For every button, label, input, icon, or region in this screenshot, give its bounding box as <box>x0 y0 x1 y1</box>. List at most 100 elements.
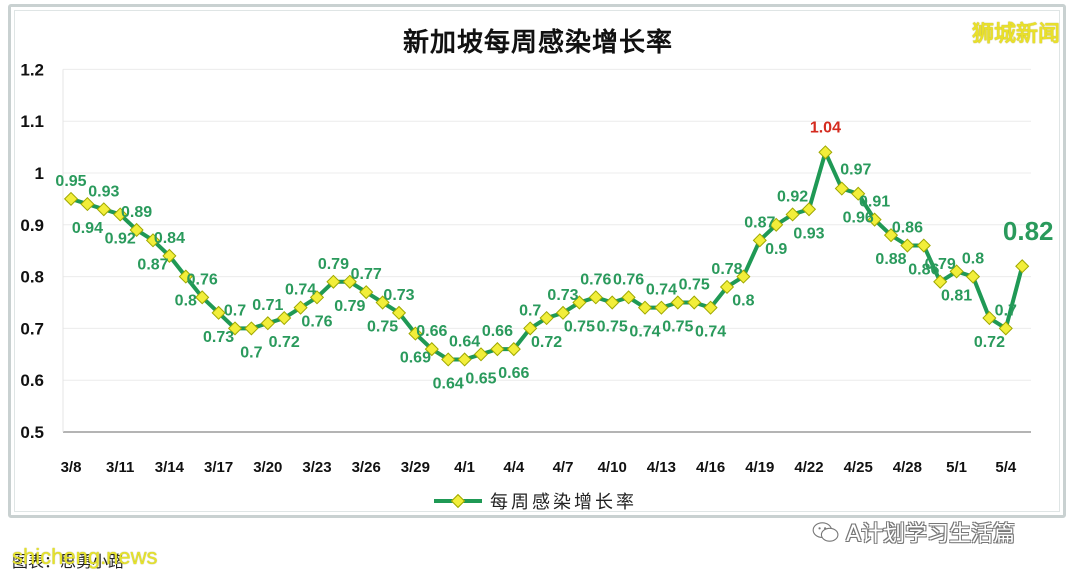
data-labels: 0.950.940.930.920.890.870.840.80.760.730… <box>55 119 1053 392</box>
data-point-marker <box>523 321 538 336</box>
data-label: 0.82 <box>1003 216 1054 246</box>
data-point-marker <box>719 279 735 295</box>
data-label: 0.66 <box>416 323 447 340</box>
data-point-marker <box>998 321 1013 336</box>
data-label: 0.89 <box>121 204 152 221</box>
y-axis-labels: 1.2 1.1 1 0.9 0.8 0.7 0.6 0.5 <box>20 60 44 442</box>
y-tick-label: 0.8 <box>20 268 44 287</box>
x-tick-label: 4/25 <box>844 459 873 476</box>
x-tick-label: 4/1 <box>454 459 475 476</box>
data-label: 0.75 <box>564 319 595 336</box>
data-point-marker <box>96 202 111 217</box>
data-point-marker <box>851 186 866 201</box>
data-point-marker <box>211 305 226 320</box>
x-tick-label: 4/10 <box>598 459 627 476</box>
x-tick-label: 3/14 <box>155 459 185 476</box>
x-tick-label: 3/20 <box>253 459 282 476</box>
data-label: 0.74 <box>695 324 726 341</box>
x-tick-label: 3/26 <box>352 459 381 476</box>
data-label: 0.79 <box>925 256 956 273</box>
legend: 每周感染增长率 <box>434 488 637 514</box>
data-point-marker <box>834 181 849 196</box>
x-tick-label: 3/8 <box>61 459 82 476</box>
y-tick-label: 0.9 <box>20 216 44 235</box>
data-point-marker <box>703 300 718 315</box>
data-point-marker <box>408 326 423 341</box>
data-point-marker <box>178 269 193 284</box>
data-point-marker <box>162 248 177 263</box>
y-tick-label: 0.6 <box>20 371 44 390</box>
data-label: 0.93 <box>793 225 824 242</box>
data-point-marker <box>752 233 767 248</box>
data-label: 0.9 <box>765 241 787 258</box>
chart-title: 新加坡每周感染增长率 <box>402 28 673 58</box>
x-tick-label: 3/29 <box>401 459 430 476</box>
data-label: 0.81 <box>941 287 972 304</box>
x-tick-label: 3/17 <box>204 459 233 476</box>
data-label: 0.79 <box>318 256 349 273</box>
data-point-marker <box>555 305 571 320</box>
x-tick-label: 4/16 <box>696 459 725 476</box>
data-point-marker <box>1015 259 1030 274</box>
data-point-marker <box>965 269 981 284</box>
data-point-marker <box>195 290 210 305</box>
y-tick-label: 0.5 <box>20 423 44 442</box>
wechat-account-name: A计划学习生活篇 <box>846 522 1016 547</box>
data-label: 0.8 <box>732 293 754 310</box>
data-label: 0.91 <box>859 194 890 211</box>
data-label: 0.64 <box>433 375 464 392</box>
data-label: 0.86 <box>892 220 923 237</box>
data-label: 0.8 <box>175 293 197 310</box>
data-label: 0.96 <box>843 210 874 227</box>
data-point-marker <box>605 295 620 310</box>
data-label: 0.72 <box>531 334 562 351</box>
data-point-marker <box>785 207 800 222</box>
data-point-marker <box>933 274 948 289</box>
wechat-account-watermark: A计划学习生活篇 <box>812 516 1015 548</box>
y-tick-label: 1 <box>35 164 44 183</box>
chart-frame-inner <box>14 10 1060 512</box>
data-label: 0.75 <box>367 319 398 336</box>
data-label: 0.87 <box>744 214 775 231</box>
data-label: 0.74 <box>285 282 316 299</box>
x-tick-label: 4/22 <box>794 459 823 476</box>
legend-label: 每周感染增长率 <box>490 492 637 513</box>
data-point-marker <box>326 274 341 289</box>
data-point-marker <box>424 342 439 357</box>
data-label: 0.94 <box>72 220 103 237</box>
x-axis-labels: 3/8 3/11 3/14 3/17 3/20 3/23 3/26 3/29 4/1 4/4 4/7… <box>61 459 1017 476</box>
data-label: 0.72 <box>269 334 300 351</box>
data-point-marker <box>670 295 685 310</box>
data-point-marker <box>637 300 653 315</box>
x-tick-label: 4/4 <box>503 459 525 476</box>
data-label: 1.04 <box>810 119 841 136</box>
data-label: 0.66 <box>498 365 529 382</box>
data-point-marker <box>621 290 636 305</box>
data-label: 0.72 <box>974 334 1005 351</box>
data-point-marker <box>818 145 833 160</box>
data-point-marker <box>244 321 259 336</box>
data-label: 0.74 <box>629 324 660 341</box>
data-point-marker <box>867 212 882 227</box>
data-label: 0.69 <box>400 350 431 367</box>
x-tick-label: 5/1 <box>946 459 967 476</box>
data-point-marker <box>293 300 308 315</box>
data-label: 0.7 <box>224 302 246 319</box>
data-point-marker <box>654 300 669 315</box>
data-label: 0.75 <box>662 319 693 336</box>
data-point-marker <box>457 352 472 367</box>
data-label: 0.76 <box>301 313 332 330</box>
data-point-marker <box>113 207 128 222</box>
data-point-marker <box>490 342 505 357</box>
data-point-marker <box>539 310 554 326</box>
data-label: 0.92 <box>777 188 808 205</box>
data-label: 0.79 <box>334 298 365 315</box>
data-label: 0.76 <box>613 271 644 288</box>
legend-diamond-marker-icon <box>450 493 466 509</box>
data-label: 0.93 <box>88 183 119 200</box>
line-chart: 1.21.110.90.80.70.60.5 3/8 3/11 3/14 3/17 3/… <box>20 60 1053 476</box>
data-label: 0.66 <box>482 323 513 340</box>
data-point-marker <box>473 347 489 362</box>
data-label: 0.73 <box>383 287 414 304</box>
x-tick-label: 4/7 <box>553 459 574 476</box>
